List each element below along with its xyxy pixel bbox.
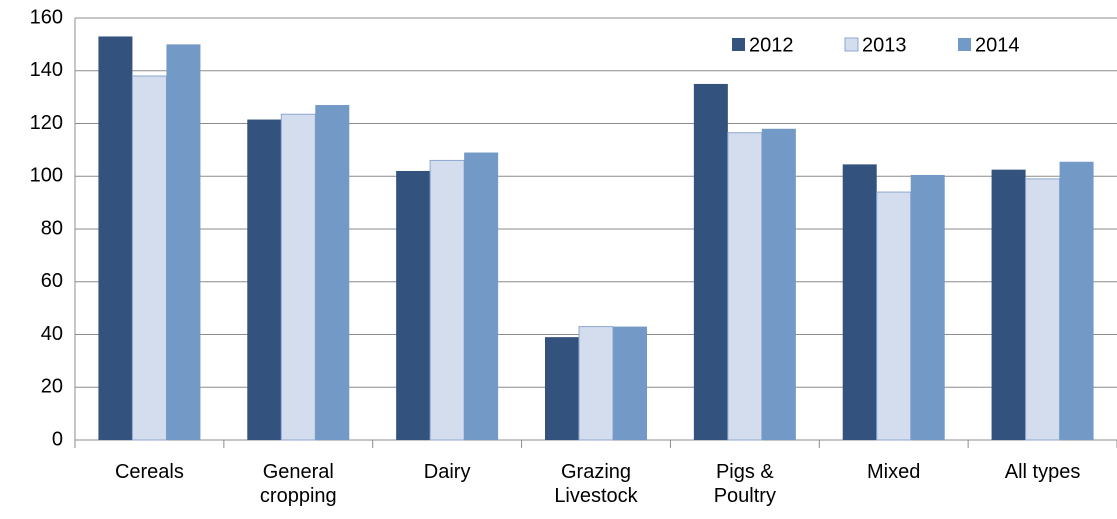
bar — [1025, 178, 1061, 441]
bar — [613, 326, 647, 440]
y-tick-label: 160 — [30, 6, 63, 28]
x-tick-label: Grazing Livestock — [554, 461, 638, 507]
legend-swatch — [732, 38, 745, 51]
y-tick-label: 120 — [30, 112, 63, 134]
y-tick-label: 80 — [41, 217, 63, 239]
bar — [1059, 161, 1094, 440]
y-tick-label: 100 — [30, 165, 63, 187]
bar — [247, 119, 282, 440]
bar — [464, 152, 499, 440]
y-tick-label: 140 — [30, 59, 63, 81]
legend-label: 2014 — [975, 34, 1020, 56]
bar — [693, 83, 728, 440]
bar — [131, 75, 167, 441]
bar — [991, 169, 1026, 440]
bar — [545, 337, 579, 440]
bar — [429, 159, 465, 441]
bar — [396, 170, 431, 440]
bar — [98, 36, 133, 441]
legend-swatch — [844, 37, 859, 52]
x-tick-label: General cropping — [259, 461, 337, 507]
bar — [761, 128, 796, 440]
bar — [280, 113, 316, 441]
legend-swatch — [958, 38, 971, 51]
x-tick-label: Dairy — [423, 461, 471, 483]
bar — [315, 105, 350, 440]
x-tick-label: Cereals — [114, 461, 184, 483]
y-tick-label: 0 — [52, 428, 63, 450]
y-tick-label: 60 — [41, 270, 63, 292]
legend-label: 2012 — [749, 34, 794, 56]
legend-label: 2013 — [862, 34, 907, 56]
y-tick-label: 20 — [41, 376, 63, 398]
x-tick-label: Mixed — [867, 461, 921, 483]
bar — [876, 191, 912, 441]
bar — [910, 174, 945, 440]
x-tick-label: All types — [1004, 461, 1081, 483]
bar — [578, 326, 614, 441]
x-tick-label: Pigs & Poultry — [713, 461, 776, 507]
bar — [727, 132, 763, 441]
bar — [842, 164, 877, 440]
bar — [166, 44, 201, 440]
y-tick-label: 40 — [41, 323, 63, 345]
